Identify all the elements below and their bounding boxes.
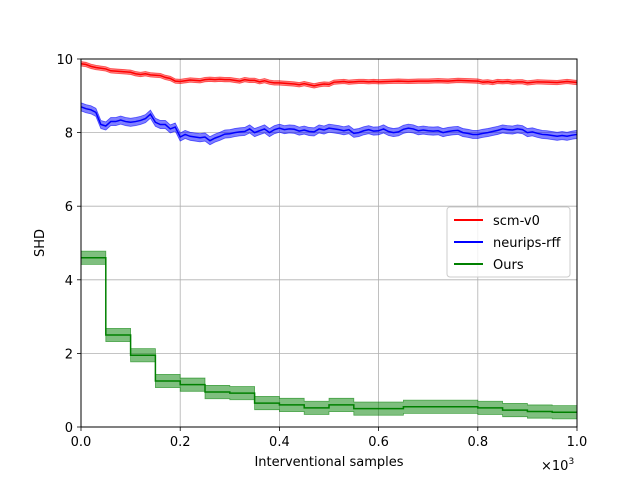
series-line-scm-v0	[80, 63, 578, 87]
x-axis-label: Interventional samples	[254, 455, 403, 470]
axis-ticks: 0.0 0.2 0.4 0.6 0.8 1.0 0 2 4 6 8 10	[56, 53, 587, 450]
y-tick-label: 4	[65, 274, 73, 289]
series-band-neurips-rff	[80, 102, 578, 146]
series-line-ours	[81, 256, 577, 414]
x-tick-label: 0.4	[269, 435, 290, 450]
legend-box	[446, 206, 571, 278]
y-tick-label: 10	[56, 53, 73, 68]
x-tick-label: 1.0	[567, 435, 588, 450]
legend-label-ours: Ours	[493, 258, 524, 273]
plot-frame	[80, 58, 578, 428]
x-axis-multiplier-exponent: 3	[568, 457, 574, 467]
x-axis-multiplier-base: ×10	[541, 459, 568, 474]
legend: scm-v0 neurips-rff Ours	[446, 206, 571, 278]
y-axis-label: SHD	[33, 229, 48, 257]
series-line-neurips-rff	[80, 106, 578, 142]
x-axis-multiplier: ×103	[541, 457, 574, 474]
x-tick-label: 0.6	[368, 435, 389, 450]
y-tick-label: 8	[65, 127, 73, 142]
y-tick-label: 0	[65, 421, 73, 436]
series-layer	[80, 61, 578, 420]
y-tick-label: 2	[65, 347, 73, 362]
x-tick-label: 0.8	[467, 435, 488, 450]
x-tick-label: 0.2	[170, 435, 191, 450]
y-tick-label: 6	[65, 200, 73, 215]
legend-label-scm-v0: scm-v0	[493, 214, 540, 229]
legend-label-neurips-rff: neurips-rff	[493, 236, 561, 251]
x-tick-label: 0.0	[71, 435, 92, 450]
